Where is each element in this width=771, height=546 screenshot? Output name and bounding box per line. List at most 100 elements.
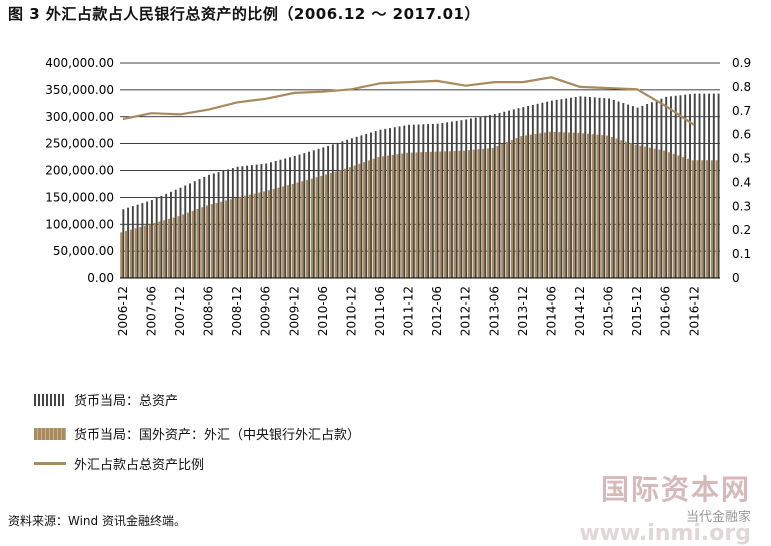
bar-total — [265, 163, 268, 278]
bar-fx-sub — [244, 195, 247, 278]
bar-fx-sub — [610, 137, 614, 278]
bar-total-sub — [508, 110, 510, 278]
bar-fx — [634, 144, 637, 278]
bar-fx-sub — [710, 160, 714, 278]
legend-swatch-total — [34, 393, 66, 406]
y-tick-label: 400,000.00 — [45, 56, 114, 70]
bar-fx-sub — [258, 192, 261, 278]
bar-fx-sub — [253, 193, 256, 278]
bar-total — [150, 200, 153, 278]
bar-total-sub — [536, 103, 539, 278]
bar-total-sub — [384, 128, 387, 278]
bar-total-sub — [231, 168, 234, 278]
bar-total-sub — [212, 173, 215, 278]
bar-fx-sub — [315, 177, 318, 278]
bar-total-sub — [689, 94, 691, 278]
bar-fx-sub — [277, 187, 280, 278]
bar-total-sub — [170, 191, 172, 278]
bar-total — [579, 96, 582, 278]
bar-fx-sub — [601, 135, 604, 278]
watermark-sub: 当代金融家 — [685, 510, 751, 525]
y-tick-label: 100,000.00 — [45, 217, 114, 231]
bar-fx-sub — [429, 151, 433, 278]
bar-fx-sub — [482, 148, 485, 278]
bar-total-sub — [279, 159, 282, 278]
legend-label-total: 货币当局：总资产 — [74, 394, 179, 409]
bar-fx — [291, 183, 295, 278]
bar-fx-sub — [496, 145, 499, 278]
bar-total-sub — [584, 96, 587, 278]
bar-total-sub — [603, 98, 606, 278]
x-tick-label: 2015-06 — [602, 286, 616, 336]
y2-tick-label: 0.7 — [732, 104, 751, 118]
bar-fx-sub — [334, 171, 337, 278]
bar-fx — [234, 197, 237, 278]
bar-fx-sub — [539, 133, 542, 278]
bar-total-sub — [593, 97, 596, 279]
bar-total-sub — [417, 124, 420, 279]
bar-total-sub — [331, 144, 334, 278]
bar-fx-sub — [301, 181, 304, 278]
bar-fx-sub — [439, 151, 442, 278]
bar-fx-sub — [229, 199, 233, 278]
watermark-logo: 国际资本网 — [600, 473, 751, 506]
bar-total-sub — [198, 179, 201, 278]
bar-total-sub — [222, 170, 225, 278]
bar-total-sub — [422, 124, 425, 279]
bar-fx-sub — [529, 134, 533, 278]
bar-fx-sub — [544, 132, 547, 278]
x-tick-label: 2009-06 — [259, 286, 273, 336]
y-tick-label: 350,000.00 — [45, 83, 114, 97]
y2-tick-label: 0.4 — [732, 175, 751, 189]
bar-total — [522, 107, 525, 278]
bar-fx-sub — [310, 178, 314, 278]
bar-total-sub — [460, 120, 463, 278]
bar-total — [608, 98, 610, 278]
bar-fx-sub — [286, 185, 290, 278]
y-tick-label: 250,000.00 — [45, 137, 114, 151]
bar-total-sub — [617, 101, 620, 278]
bar-total-sub — [255, 164, 258, 278]
bar-fx-sub — [472, 149, 475, 278]
bar-fx-sub — [644, 146, 647, 278]
bar-fx-sub — [134, 228, 137, 278]
bar-fx-sub — [672, 153, 675, 278]
legend-swatch-ratio — [34, 462, 66, 465]
bar-total-sub — [708, 93, 710, 278]
x-tick-label: 2007-06 — [144, 286, 158, 336]
bar-total-sub — [227, 169, 230, 278]
bar-total-sub — [555, 99, 558, 279]
bar-total-sub — [527, 106, 530, 278]
bar-fx-sub — [410, 152, 414, 278]
bar-fx-sub — [615, 138, 618, 278]
bar-total-sub — [589, 97, 591, 279]
bar-fx-sub — [201, 207, 204, 278]
bar-total — [665, 96, 668, 278]
bar-fx-sub — [196, 209, 199, 278]
bar-total-sub — [403, 125, 406, 279]
bar-total-sub — [531, 104, 534, 278]
bar-total-sub — [470, 118, 472, 279]
bar-fx-sub — [686, 158, 690, 278]
bar-fx-sub — [125, 230, 128, 278]
x-tick-label: 2008-12 — [230, 286, 244, 336]
bar-fx-sub — [158, 221, 161, 278]
bar-fx-sub — [220, 201, 223, 278]
bar-total-sub — [684, 94, 687, 279]
bar-fx-sub — [682, 157, 685, 278]
bar-total-sub — [174, 189, 177, 278]
bar-fx-sub — [225, 200, 228, 278]
watermark: 国际资本网 当代金融家 www.inmi.org — [579, 468, 751, 546]
x-tick-label: 2014-06 — [544, 286, 558, 336]
bar-fx-sub — [591, 134, 595, 278]
bar-total-sub — [341, 141, 344, 278]
bar-total-sub — [641, 105, 644, 278]
bar-total-sub — [136, 204, 139, 278]
bar-total-sub — [660, 98, 663, 278]
bar-total-sub — [241, 166, 244, 278]
bar-total — [493, 114, 496, 278]
bar-total-sub — [541, 102, 544, 279]
bar-total-sub — [312, 150, 315, 278]
bar-fx-sub — [210, 204, 214, 278]
bar-fx-sub — [358, 163, 361, 278]
